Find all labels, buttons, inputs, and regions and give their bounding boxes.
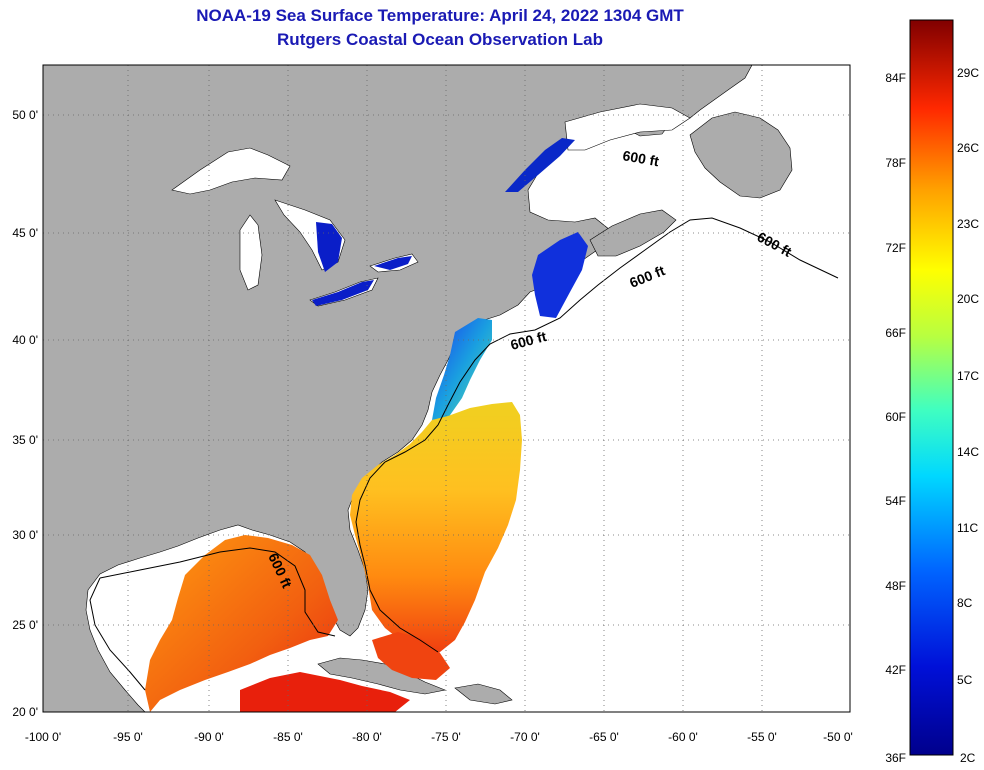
mid-atlantic-sst <box>432 318 492 420</box>
caribbean-sst <box>240 672 410 712</box>
lon-label: -85 0' <box>273 730 303 744</box>
colorbar-f-label: 54F <box>885 494 906 508</box>
colorbar-f-label: 84F <box>885 71 906 85</box>
colorbar-c-label: 20C <box>957 292 979 306</box>
lon-label: -95 0' <box>113 730 143 744</box>
colorbar-c-label: 17C <box>957 369 979 383</box>
lon-label: -65 0' <box>589 730 619 744</box>
bahamas-sst <box>372 632 450 680</box>
colorbar-c-label: 11C <box>957 521 978 535</box>
colorbar-f-label: 48F <box>885 579 906 593</box>
lat-label: 45 0' <box>12 226 38 240</box>
gulf-sst <box>145 535 338 712</box>
lat-label: 35 0' <box>12 433 38 447</box>
lat-label: 40 0' <box>12 333 38 347</box>
lat-label: 25 0' <box>12 618 38 632</box>
colorbar-c-label: 8C <box>957 596 973 610</box>
latitude-labels: 50 0' 45 0' 40 0' 35 0' 30 0' 25 0' 20 0… <box>12 108 38 719</box>
colorbar-c-label: 5C <box>957 673 973 687</box>
colorbar-f-label: 60F <box>885 410 906 424</box>
colorbar-c-label: 14C <box>957 445 979 459</box>
lon-label: -100 0' <box>25 730 61 744</box>
colorbar-c-label: 29C <box>957 66 979 80</box>
colorbar-c-label: 26C <box>957 141 979 155</box>
st-lawrence-sst <box>505 138 575 192</box>
lon-label: -50 0' <box>823 730 853 744</box>
lake-sst <box>312 222 412 306</box>
lon-label: -60 0' <box>668 730 698 744</box>
lon-label: -75 0' <box>431 730 461 744</box>
lon-label: -55 0' <box>747 730 777 744</box>
colorbar-f-label: 72F <box>885 241 906 255</box>
colorbar-f-label: 78F <box>885 156 906 170</box>
colorbar-gradient <box>909 19 954 756</box>
contour-label: 600 ft <box>621 147 660 169</box>
colorbar-c-label: 23C <box>957 217 979 231</box>
atlantic-sst <box>350 402 522 652</box>
colorbar: 84F 78F 72F 66F 60F 54F 48F 42F 36F 29C … <box>885 19 979 765</box>
colorbar-f-label: 42F <box>885 663 906 677</box>
lon-label: -80 0' <box>352 730 382 744</box>
lon-label: -90 0' <box>194 730 224 744</box>
map-subtitle: Rutgers Coastal Ocean Observation Lab <box>277 30 603 49</box>
longitude-labels: -100 0' -95 0' -90 0' -85 0' -80 0' -75 … <box>25 730 853 744</box>
map-title: NOAA-19 Sea Surface Temperature: April 2… <box>196 6 684 25</box>
600ft-contour <box>89 217 839 691</box>
colorbar-f-label: 36F <box>885 751 906 765</box>
land-mass <box>42 64 793 713</box>
lon-label: -70 0' <box>510 730 540 744</box>
gulf-of-maine-sst <box>532 232 588 318</box>
lat-label: 50 0' <box>12 108 38 122</box>
lat-label: 20 0' <box>12 705 38 719</box>
colorbar-f-label: 66F <box>885 326 906 340</box>
colorbar-c-label: 2C <box>960 751 976 765</box>
lat-label: 30 0' <box>12 528 38 542</box>
